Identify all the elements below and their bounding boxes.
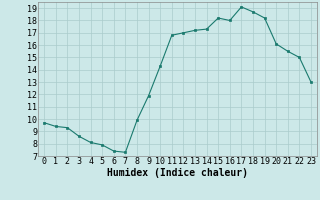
X-axis label: Humidex (Indice chaleur): Humidex (Indice chaleur) (107, 168, 248, 178)
